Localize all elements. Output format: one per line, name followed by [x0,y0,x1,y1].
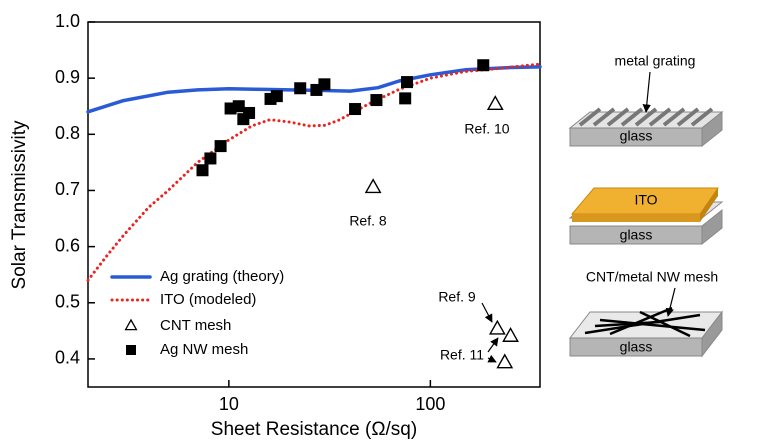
agnw-point [204,152,216,164]
y-tick-label: 0.8 [55,123,80,143]
agnw-point [233,100,245,112]
annotation-arrow [482,303,492,322]
x-tick-label: 100 [415,394,445,414]
y-tick-label: 0.4 [55,348,80,368]
agnw-point [294,82,306,94]
agnw-point [243,107,255,119]
annotation: Ref. 8 [349,213,387,229]
plot-frame [88,22,540,387]
agnw-point [349,103,361,115]
y-tick-label: 0.5 [55,292,80,312]
annotation: Ref. 9 [438,289,476,305]
cnt-point [498,355,512,368]
annotation-arrow [488,338,498,352]
legend-label: ITO (modeled) [160,291,256,308]
cnt-point [503,328,517,341]
x-tick-label: 10 [219,394,239,414]
panel-label: metal grating [615,53,696,69]
legend-label: Ag grating (theory) [160,268,284,285]
legend-symbol [126,345,136,355]
agnw-point [399,92,411,104]
y-tick-label: 0.9 [55,67,80,87]
agnw-point [271,90,283,102]
annotation: Ref. 10 [464,121,509,137]
y-tick-label: 0.7 [55,179,80,199]
agnw-point [477,59,489,71]
substrate-label: glass [620,128,653,144]
cnt-point [488,97,502,110]
x-axis-title: Sheet Resistance (Ω/sq) [211,419,417,440]
cnt-point [366,180,380,193]
curve [88,64,540,280]
agnw-point [318,78,330,90]
y-tick-label: 1.0 [55,11,80,31]
legend-symbol [126,320,137,330]
y-tick-label: 0.6 [55,235,80,255]
legend-label: CNT mesh [160,317,231,334]
ito-diagram: ITO glass [570,188,722,244]
figure: Sheet Resistance (Ω/sq) Solar Transmissi… [0,0,764,442]
grating-diagram: metal grating glass [570,53,722,146]
legend-label: Ag NW mesh [160,341,248,358]
agnw-point [196,164,208,176]
annotation-arrow [488,358,496,362]
mesh-diagram: CNT/metal NW mesh glass [570,269,722,356]
panel-label: CNT/metal NW mesh [586,269,718,285]
agnw-point [401,76,413,88]
cnt-point [490,321,504,334]
substrate-label: glass [620,227,653,243]
y-axis-title: Solar Transmissivity [9,120,30,289]
panel-label: ITO [634,192,657,208]
substrate-label: glass [620,339,653,355]
agnw-point [370,94,382,106]
annotation: Ref. 11 [440,347,484,363]
agnw-point [215,140,227,152]
